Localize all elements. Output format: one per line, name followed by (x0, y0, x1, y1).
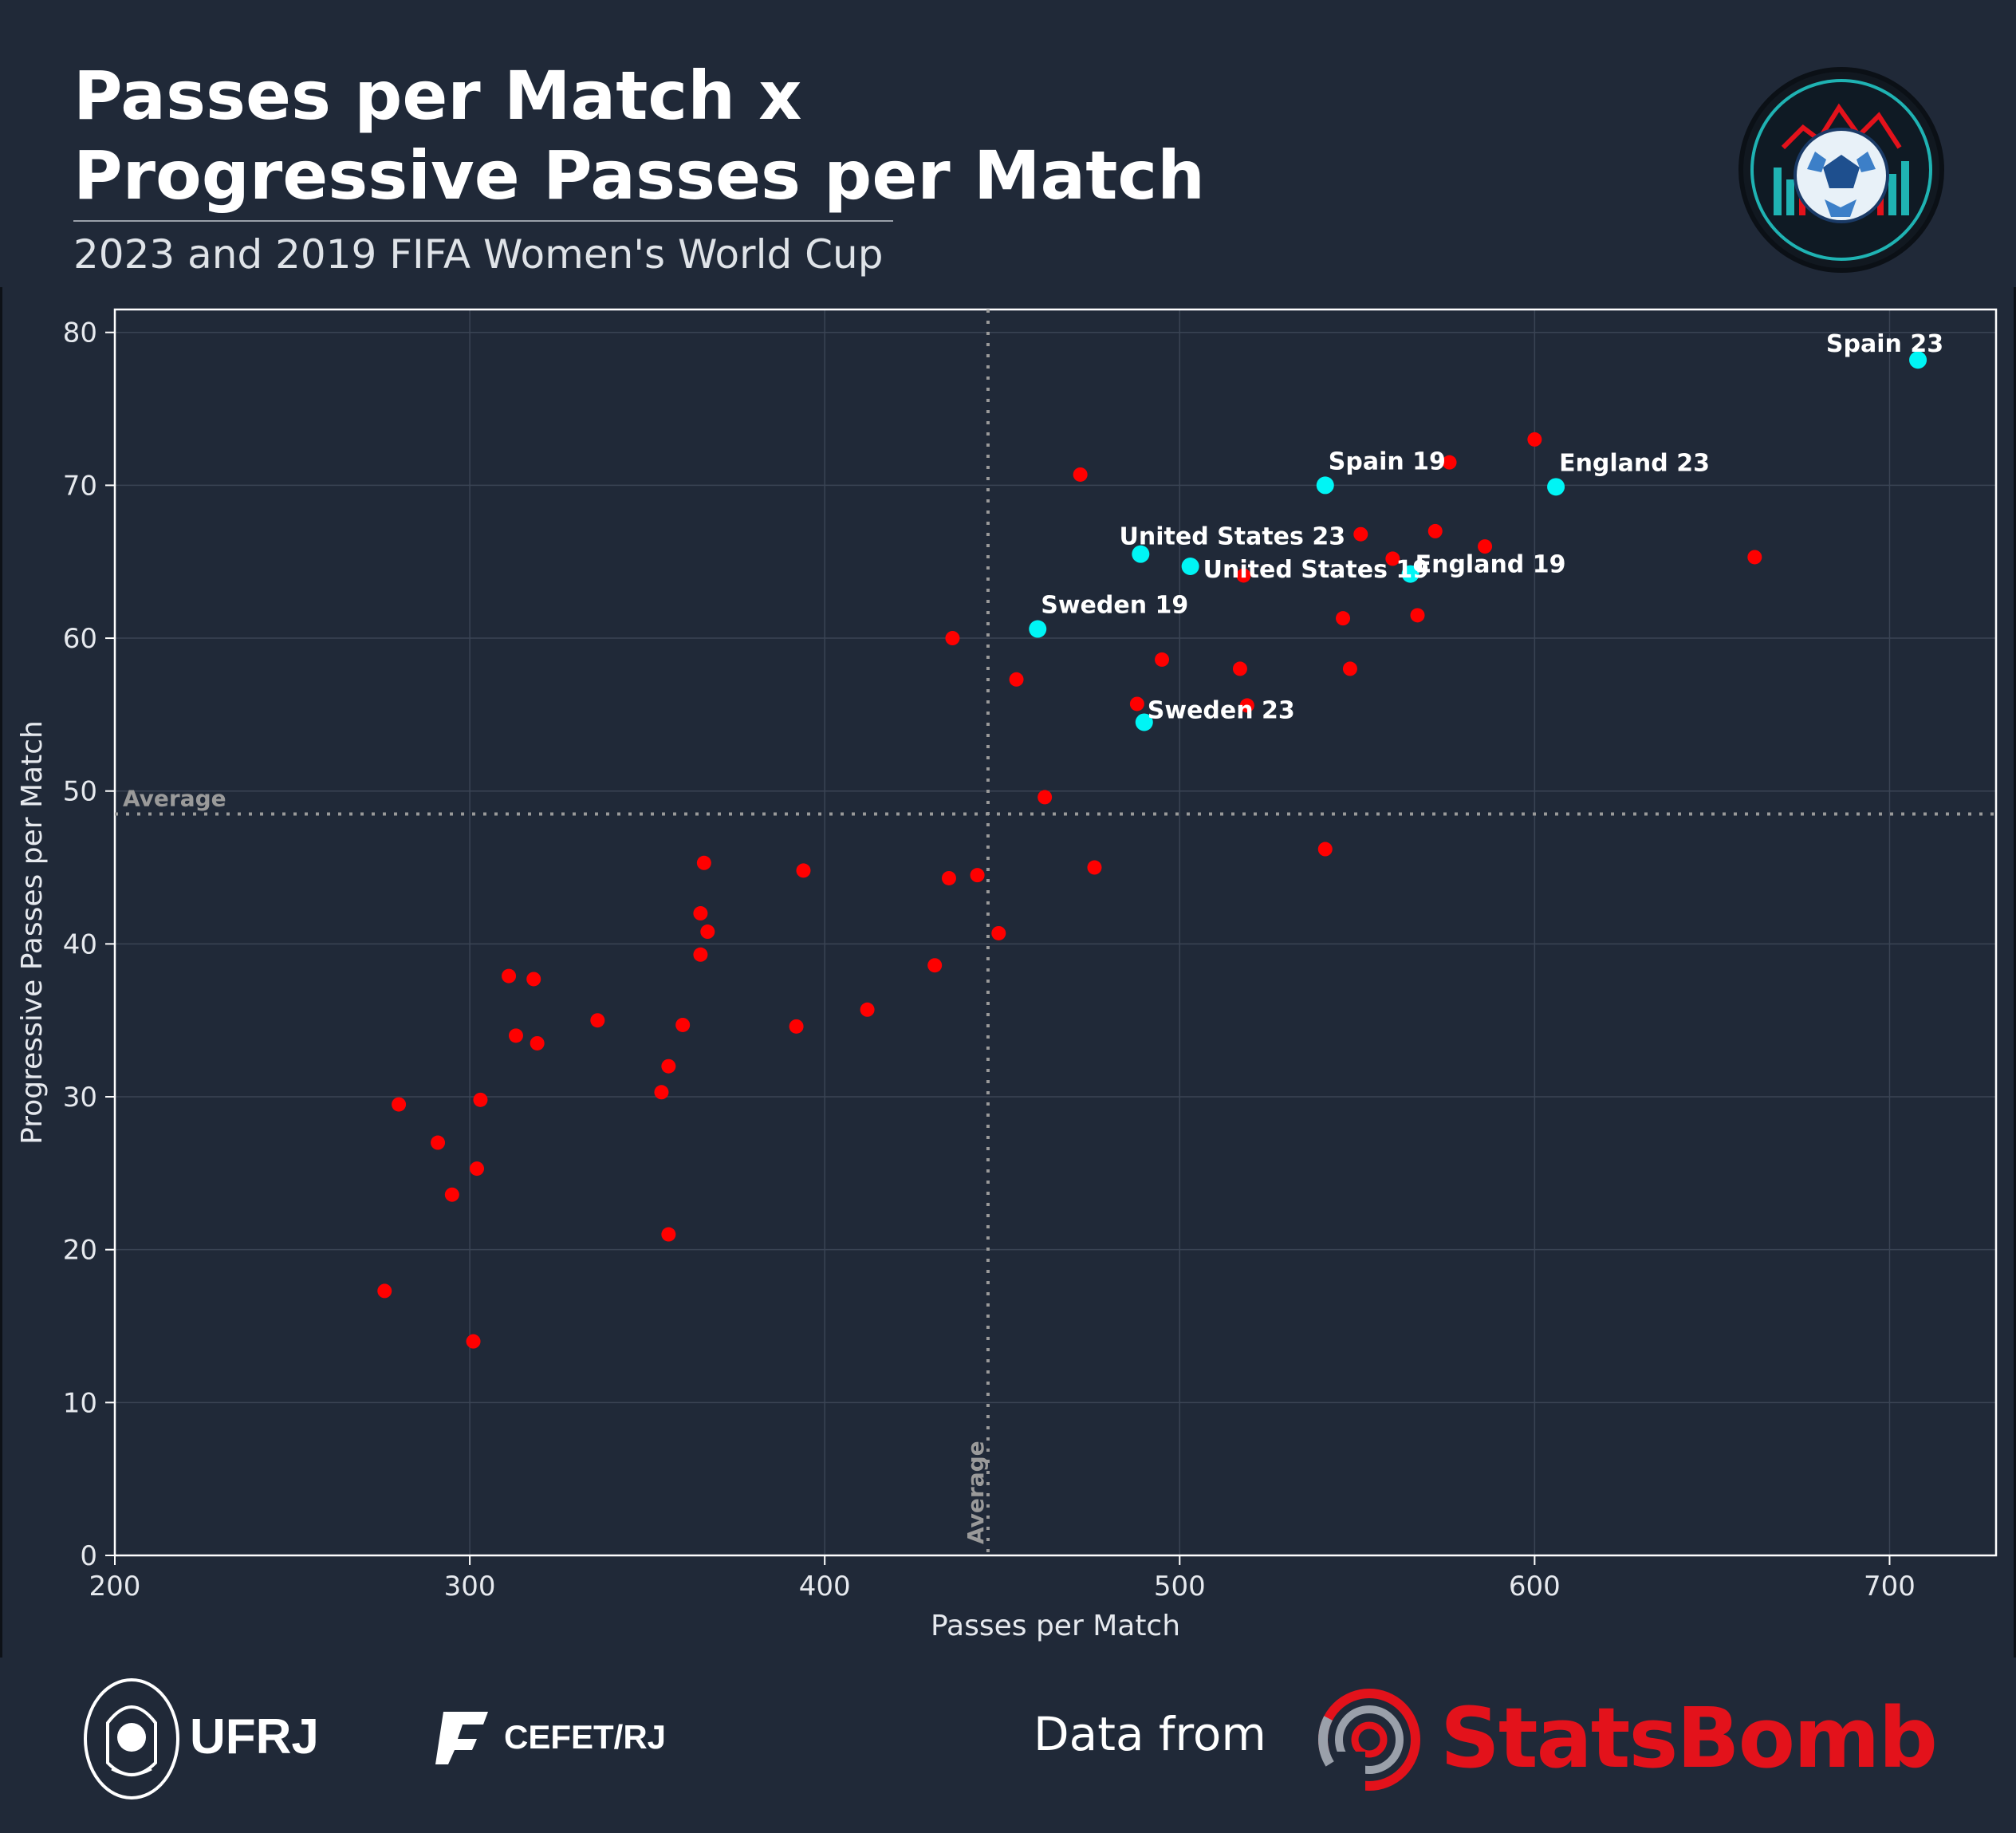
team-point (431, 1135, 446, 1150)
team-label: Spain 19 (1329, 447, 1446, 475)
team-point (661, 1227, 676, 1242)
team-point (1038, 790, 1053, 805)
team-point (1336, 611, 1351, 626)
team-point (693, 947, 708, 962)
team-point (693, 906, 708, 921)
scatter-chart: 200 300 400 500 600 700 0 10 20 30 40 50 60 70 80 Passe… (16, 308, 1998, 1642)
team-point (1317, 842, 1333, 857)
team-point (700, 924, 715, 940)
team-point (1155, 652, 1170, 667)
team-point (927, 958, 943, 973)
y-tick-label: 70 (63, 470, 97, 502)
team-point (473, 1092, 488, 1107)
highlighted-team-point (1547, 478, 1565, 496)
data-from-label: Data from (1034, 1707, 1266, 1761)
plot-area-frame (113, 308, 1998, 1557)
team-point (1427, 523, 1443, 538)
team-point (502, 968, 517, 984)
team-point (1236, 568, 1251, 583)
team-point (392, 1097, 407, 1112)
chart-subtitle: 2023 and 2019 FIFA Women's World Cup (73, 231, 884, 278)
team-point (1747, 550, 1762, 565)
x-tick-label: 300 (444, 1571, 496, 1602)
chart-title: Passes per Match x Progressive Passes pe… (73, 57, 1205, 215)
x-axis-label: Passes per Match (931, 1610, 1180, 1642)
soccer-ball-analytics-icon (1738, 67, 1944, 273)
average-x-label: Average (963, 1441, 989, 1544)
team-point (377, 1283, 392, 1299)
x-tick-label: 400 (799, 1571, 851, 1602)
statsbomb-target-icon (1317, 1688, 1421, 1795)
team-point (970, 868, 985, 883)
team-point (1073, 467, 1088, 482)
y-tick-label: 20 (63, 1235, 97, 1267)
highlighted-team-point (1181, 557, 1199, 575)
ufrj-crest-icon (80, 1675, 183, 1806)
team-point (945, 631, 960, 646)
highlighted-team-point (1401, 565, 1419, 583)
highlighted-team-point (1132, 545, 1150, 563)
team-point (444, 1187, 459, 1202)
team-point (1342, 661, 1357, 676)
team-point (1385, 551, 1400, 566)
y-tick-label: 30 (63, 1082, 97, 1114)
team-point (1478, 539, 1493, 554)
y-tick-label: 0 (80, 1540, 97, 1572)
x-tick-label: 600 (1509, 1571, 1561, 1602)
team-point (654, 1085, 669, 1100)
team-point (508, 1028, 523, 1043)
team-point (941, 870, 956, 885)
y-tick-label: 80 (63, 317, 97, 349)
right-edge-strip (2014, 287, 2016, 1658)
left-edge-strip (0, 287, 2, 1658)
x-tick-label: 200 (89, 1571, 141, 1602)
team-point (1527, 432, 1542, 447)
team-point (1410, 608, 1425, 623)
cefet-label: CEFET/RJ (504, 1718, 667, 1756)
cefet-logo-icon (435, 1707, 491, 1771)
team-label: United States 23 (1120, 523, 1346, 551)
team-point (661, 1058, 676, 1074)
highlighted-team-point (1316, 476, 1334, 495)
team-point (530, 1035, 545, 1051)
team-label: Sweden 23 (1148, 696, 1295, 724)
team-label: Sweden 19 (1041, 592, 1188, 620)
team-point (1232, 661, 1247, 676)
team-point (469, 1161, 484, 1177)
team-point (789, 1019, 804, 1034)
team-point (1009, 672, 1024, 687)
team-point (1353, 526, 1368, 542)
y-axis-label: Progressive Passes per Match (16, 720, 49, 1145)
team-point (696, 855, 711, 870)
x-tick-label: 500 (1154, 1571, 1206, 1602)
statsbomb-label: StatsBomb (1440, 1689, 1938, 1787)
highlighted-team-point (1909, 351, 1927, 369)
team-point (466, 1334, 481, 1349)
team-label: United States 19 (1203, 556, 1430, 584)
team-label: England 19 (1416, 551, 1566, 579)
team-point (590, 1013, 605, 1028)
team-point (991, 925, 1006, 940)
y-tick-label: 10 (63, 1387, 97, 1419)
team-point (526, 972, 541, 987)
team-point (1087, 860, 1102, 875)
team-label: England 23 (1559, 449, 1710, 477)
ufrj-label: UFRJ (190, 1709, 319, 1764)
team-point (860, 1002, 875, 1017)
title-underline (73, 220, 893, 222)
average-y-label: Average (123, 785, 226, 811)
y-tick-label: 40 (63, 928, 97, 960)
y-tick-label: 50 (63, 776, 97, 808)
highlighted-team-point (1135, 713, 1153, 731)
highlighted-team-point (1029, 620, 1047, 638)
team-label: Spain 23 (1826, 330, 1943, 358)
team-point (1442, 455, 1457, 470)
team-point (1129, 696, 1144, 712)
y-tick-label: 60 (63, 623, 97, 655)
team-point (796, 863, 811, 878)
team-point (1239, 698, 1254, 713)
team-point (675, 1017, 691, 1032)
x-tick-label: 700 (1864, 1571, 1916, 1602)
